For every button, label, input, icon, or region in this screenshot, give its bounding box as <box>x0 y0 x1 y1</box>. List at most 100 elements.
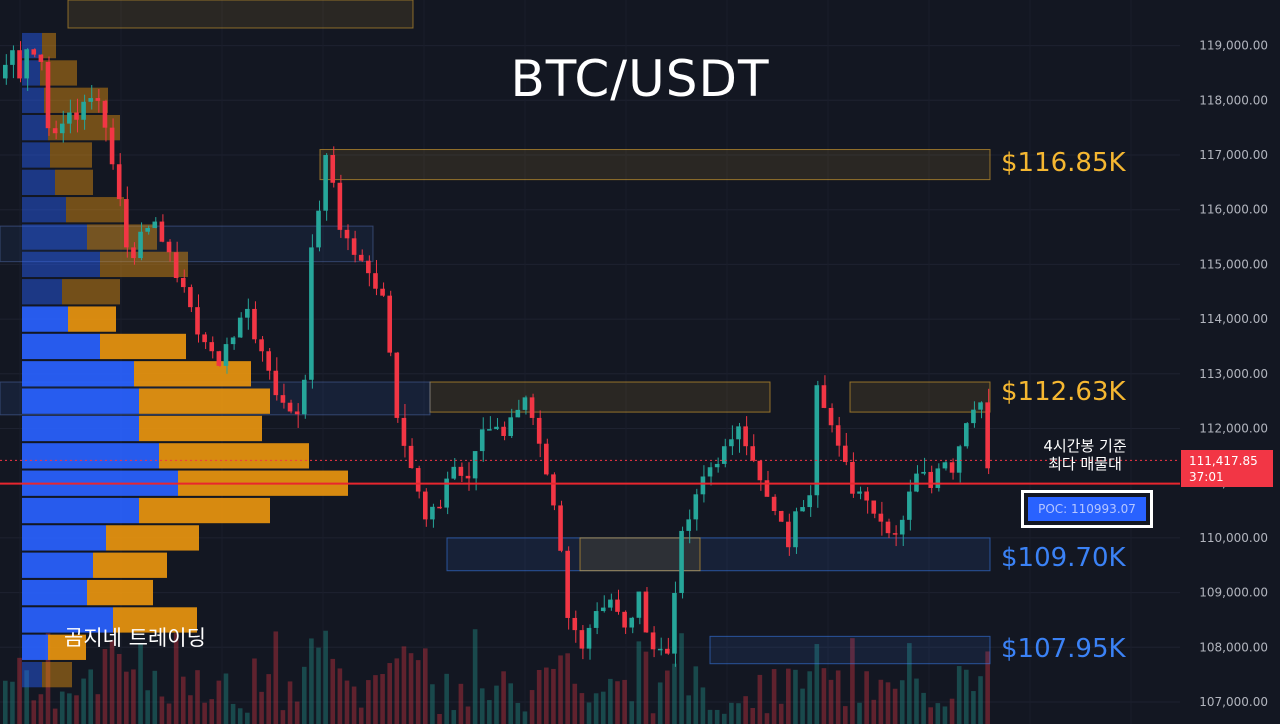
candle-body <box>31 49 37 55</box>
zone-box <box>67 0 414 29</box>
volume-bar <box>971 691 976 724</box>
volume-bar <box>593 693 599 724</box>
profile-buy-bar <box>22 552 93 578</box>
volume-bar <box>650 713 656 724</box>
volume-bar <box>487 700 492 724</box>
profile-sell-bar <box>68 306 116 332</box>
candle-body <box>124 199 129 248</box>
candle-body <box>287 402 293 412</box>
profile-buy-bar <box>22 525 106 551</box>
candle-body <box>209 342 215 352</box>
volume-bar <box>643 651 649 724</box>
volume-bar <box>344 680 350 724</box>
volume-bar <box>10 681 15 724</box>
candle-body <box>700 476 706 495</box>
volume-bar <box>608 678 613 724</box>
profile-sell-bar <box>42 32 56 59</box>
profile-sell-bar <box>50 142 92 168</box>
candle-body <box>665 648 670 654</box>
volume-bar <box>287 681 293 724</box>
volume-bars <box>3 629 990 724</box>
candle-body <box>935 468 941 488</box>
volume-bar <box>529 690 535 724</box>
volume-bar <box>273 631 279 724</box>
candle-body <box>907 491 912 520</box>
candle-body <box>465 475 471 479</box>
zone-box <box>429 381 771 413</box>
profile-sell-bar <box>159 443 309 469</box>
candle-body <box>636 591 642 618</box>
axis-tick-label: 112,000.00 <box>1199 422 1268 436</box>
profile-sell-bar <box>87 579 153 606</box>
volume-bar <box>544 667 549 724</box>
volume-bar <box>280 710 286 724</box>
candle-body <box>309 247 314 380</box>
volume-bar <box>124 671 129 724</box>
volume-bar <box>309 638 314 724</box>
candle-body <box>565 550 570 618</box>
volume-bar <box>95 694 101 724</box>
volume-bar <box>74 695 79 724</box>
volume-bar <box>985 651 990 724</box>
candle-body <box>871 500 877 514</box>
volume-bar <box>109 640 115 724</box>
candle-body <box>850 461 855 494</box>
profile-sell-bar <box>100 333 186 360</box>
profile-sell-bar <box>134 361 251 387</box>
volume-bar <box>223 673 229 724</box>
volume-bar <box>358 707 364 724</box>
candle-body <box>800 507 805 512</box>
volume-bar <box>707 709 713 724</box>
candles <box>3 41 990 667</box>
candle-body <box>579 630 585 649</box>
volume-bar <box>59 691 65 724</box>
volume-bar <box>422 648 428 724</box>
axis-tick-label: 117,000.00 <box>1199 148 1268 162</box>
volume-bar <box>81 678 86 724</box>
candle-body <box>494 426 499 430</box>
volume-bar <box>394 658 400 724</box>
candle-body <box>24 49 29 79</box>
candle-body <box>729 439 734 447</box>
watermark-text: 곰지네 트레이딩 <box>64 626 206 650</box>
candle-body <box>522 397 528 410</box>
candle-body <box>266 351 271 371</box>
volume-bar <box>786 668 791 724</box>
profile-buy-bar <box>22 579 87 606</box>
volume-bar <box>842 706 848 724</box>
volume-bar <box>835 670 841 724</box>
volume-bar <box>145 690 150 724</box>
candle-body <box>814 385 820 496</box>
candle-body <box>956 446 962 473</box>
candle-body <box>622 611 627 628</box>
zone-box <box>446 537 991 572</box>
candle-body <box>643 591 649 633</box>
profile-sell-bar <box>48 634 86 660</box>
volume-bar <box>558 655 563 724</box>
price-axis[interactable]: 107,000.00 108,000.00 109,000.00 110,000.00… <box>1199 39 1268 709</box>
volume-bar <box>88 669 94 724</box>
volume-bar <box>757 674 763 724</box>
candle-body <box>3 64 8 79</box>
zone-box <box>849 381 991 413</box>
candle-body <box>771 496 777 512</box>
volume-bar <box>351 686 357 724</box>
volume-bar <box>572 683 578 724</box>
volume-bar <box>750 707 756 724</box>
candle-body <box>693 494 699 520</box>
candle-body <box>593 611 599 628</box>
candle-body <box>444 478 449 508</box>
volume-bar <box>857 702 862 724</box>
profile-sell-bar <box>139 497 270 524</box>
profile-sell-bar <box>100 251 188 278</box>
profile-buy-bar <box>22 279 62 305</box>
volume-bar <box>323 630 328 724</box>
candle-body <box>835 425 841 446</box>
candle-body <box>714 463 720 468</box>
candle-body <box>757 460 763 481</box>
profile-buy-bar <box>22 361 134 387</box>
candle-body <box>67 112 72 124</box>
volume-bar <box>401 646 407 724</box>
candle-body <box>892 533 898 535</box>
